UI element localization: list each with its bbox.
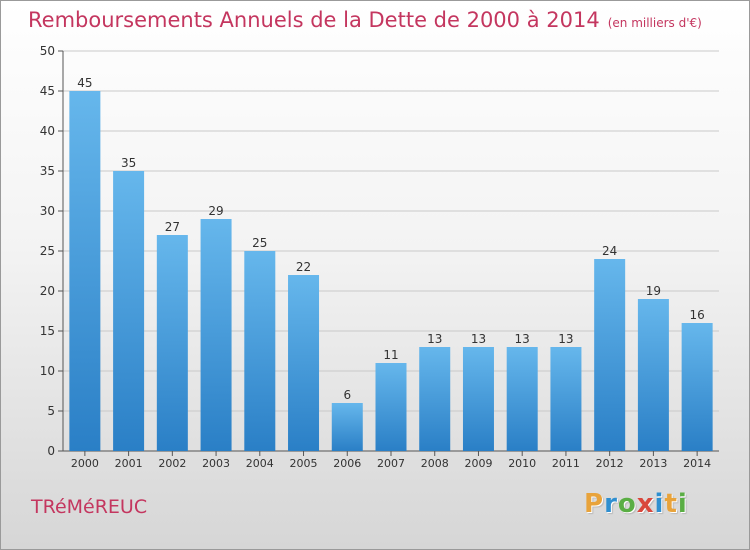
bar — [156, 235, 188, 451]
x-tick-label: 2008 — [421, 457, 449, 470]
labels: 0 5 10 15 20 25 30 35 40 45 50 45 2000 35 2001 27 2002 29… — [40, 44, 711, 470]
y-tick-label: 15 — [40, 324, 55, 338]
x-tick-label: 2012 — [596, 457, 624, 470]
x-tick-label: 2014 — [683, 457, 711, 470]
bar-value-label: 27 — [165, 220, 180, 234]
y-tick-label: 0 — [47, 444, 55, 458]
bar-value-label: 13 — [427, 332, 442, 346]
x-tick-label: 2001 — [115, 457, 143, 470]
y-tick-label: 45 — [40, 84, 55, 98]
x-tick-label: 2011 — [552, 457, 580, 470]
bar — [69, 91, 101, 451]
bar — [244, 251, 276, 451]
bar — [462, 347, 494, 451]
y-tick-label: 40 — [40, 124, 55, 138]
x-tick-label: 2004 — [246, 457, 274, 470]
bar-value-label: 24 — [602, 244, 617, 258]
y-tick-label: 35 — [40, 164, 55, 178]
commune-name: TRéMéREUC — [31, 496, 148, 518]
bars — [69, 91, 713, 451]
bar — [200, 219, 232, 451]
x-tick-label: 2010 — [508, 457, 536, 470]
bar-value-label: 16 — [689, 308, 704, 322]
y-tick-label: 20 — [40, 284, 55, 298]
bar-value-label: 13 — [471, 332, 486, 346]
logo-letter: x — [636, 489, 655, 519]
bar-value-label: 13 — [558, 332, 573, 346]
bar — [331, 403, 363, 451]
y-tick-label: 10 — [40, 364, 55, 378]
bar — [550, 347, 582, 451]
x-tick-label: 2009 — [464, 457, 492, 470]
x-tick-label: 2002 — [158, 457, 186, 470]
y-tick-label: 5 — [47, 404, 55, 418]
bar — [288, 275, 320, 451]
x-tick-label: 2013 — [639, 457, 667, 470]
bar — [681, 323, 713, 451]
chart-title: Remboursements Annuels de la Dette de 20… — [28, 8, 702, 32]
logo-letter: o — [617, 489, 637, 519]
bar — [506, 347, 538, 451]
chart-unit-label: (en milliers d'€) — [607, 16, 702, 30]
bar-value-label: 22 — [296, 260, 311, 274]
bar-value-label: 19 — [646, 284, 661, 298]
x-tick-label: 2005 — [290, 457, 318, 470]
logo-letter: i — [654, 489, 665, 519]
y-tick-label: 50 — [40, 44, 55, 58]
logo-letter: P — [584, 489, 605, 519]
x-tick-label: 2003 — [202, 457, 230, 470]
x-tick-label: 2007 — [377, 457, 405, 470]
y-tick-label: 25 — [40, 244, 55, 258]
bar — [637, 299, 669, 451]
bar — [113, 171, 145, 451]
bar-value-label: 11 — [383, 348, 398, 362]
logo-letter: i — [677, 489, 688, 519]
bar-value-label: 29 — [208, 204, 223, 218]
logo-letter: t — [664, 489, 678, 519]
chart-title-main: Remboursements Annuels de la Dette de 20… — [28, 8, 600, 32]
proxiti-logo: Proxiti — [584, 489, 688, 519]
bar-value-label: 25 — [252, 236, 267, 250]
bar-value-label: 6 — [343, 388, 351, 402]
y-tick-label: 30 — [40, 204, 55, 218]
bar — [594, 259, 626, 451]
x-tick-label: 2000 — [71, 457, 99, 470]
bar-value-label: 35 — [121, 156, 136, 170]
x-tick-label: 2006 — [333, 457, 361, 470]
bar-value-label: 45 — [77, 76, 92, 90]
bar — [419, 347, 451, 451]
bar-value-label: 13 — [515, 332, 530, 346]
bar — [375, 363, 407, 451]
logo-letter: r — [604, 489, 618, 519]
